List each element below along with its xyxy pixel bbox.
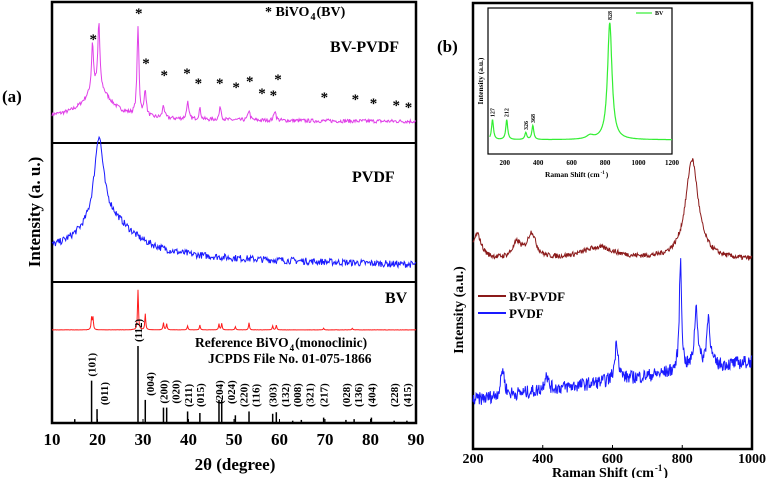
series-pvdf-line [51, 135, 417, 270]
x-axis-label-sup: -1 [655, 463, 663, 473]
inset-x-axis-label-sup: -1 [601, 171, 606, 176]
miller-index-label: (404) [366, 383, 378, 407]
x-tick-label: 200 [463, 452, 484, 467]
series-label-pvdf: PVDF [352, 169, 395, 186]
peak-star-marker: * [321, 90, 329, 106]
series-pvdf-raman-line [472, 258, 753, 405]
series-bv-pvdf-line [51, 23, 416, 125]
peak-star-marker: * [370, 96, 378, 112]
inset-x-tick-label: 1000 [632, 159, 647, 167]
legend-text-bv: (BV) [316, 5, 345, 20]
legend-label-bv-pvdf: BV-PVDF [509, 289, 565, 304]
miller-index-label: (132) [280, 383, 292, 407]
inset-peak-label: 326 [524, 121, 530, 130]
miller-index-label: (204) [214, 380, 226, 404]
miller-index-label: (008) [292, 383, 304, 407]
inset-peak-label: 212 [505, 108, 511, 117]
x-tick-label: 800 [672, 452, 693, 467]
miller-index-label: (020) [171, 379, 183, 403]
miller-index-label: (211) [183, 383, 195, 407]
inset-x-tick-label: 400 [533, 159, 544, 167]
peak-star-marker: * [160, 68, 168, 84]
inset-peak-label: 127 [491, 108, 497, 117]
miller-index-label: (228) [389, 383, 401, 407]
y-axis-label: Intensity (a. u.) [25, 157, 44, 268]
miller-index-label: (028) [341, 383, 353, 407]
inset-frame [487, 7, 673, 155]
inset-x-axis-label: Raman Shift (cm [545, 170, 600, 179]
peak-star-marker: * [216, 76, 224, 92]
series-label-bv: BV [385, 290, 408, 307]
inset-x-axis-label: ) [606, 170, 609, 179]
series-label-bv-pvdf: BV-PVDF [330, 39, 399, 56]
x-tick-label: 600 [602, 452, 623, 467]
x-tick-label: 50 [226, 430, 243, 449]
miller-index-label: (321) [304, 383, 316, 407]
x-tick-label: 70 [317, 430, 334, 449]
peak-star-marker: * [405, 100, 413, 116]
x-tick-label: 1000 [738, 452, 766, 467]
x-tick-label: 10 [44, 430, 61, 449]
x-tick-label: 60 [271, 430, 288, 449]
reference-subscript: 4 [290, 343, 295, 353]
miller-index-label: (024) [226, 380, 238, 404]
x-tick-label: 400 [532, 452, 553, 467]
inset-legend-label: BV [655, 11, 664, 17]
miller-index-label: (303) [268, 383, 280, 407]
inset-x-tick-label: 600 [566, 159, 577, 167]
peak-star-marker: * [135, 6, 143, 22]
x-axis-label-b: Raman Shift (cm [552, 466, 654, 478]
inset-x-tick-label: 200 [499, 159, 510, 167]
peak-star-marker: * [258, 86, 266, 102]
miller-index-label: (200) [158, 379, 170, 403]
miller-index-label: (220) [238, 383, 250, 407]
miller-index-label: (217) [319, 383, 331, 407]
x-tick-label: 30 [135, 430, 152, 449]
miller-index-label: (415) [402, 383, 414, 407]
x-axis-label-b: ) [663, 466, 668, 478]
legend-label-pvdf: PVDF [509, 306, 544, 321]
panel-label-b: (b) [437, 37, 458, 56]
peak-star-marker: * [183, 66, 191, 82]
peak-star-marker: * [270, 88, 278, 104]
miller-index-label: (136) [353, 383, 365, 407]
x-tick-label: 40 [180, 430, 197, 449]
y-axis-label-b: Intensity (a.u.) [452, 266, 467, 354]
miller-index-label: (101) [87, 352, 99, 376]
reference-title: (monoclinic) [295, 335, 367, 350]
reference-file: JCPDS File No. 01-075-1866 [208, 351, 372, 366]
miller-index-label: (112) [133, 318, 145, 342]
miller-index-label: (015) [195, 383, 207, 407]
x-tick-label: 90 [408, 430, 425, 449]
miller-index-label: (004) [145, 372, 157, 396]
panel-label-a: (a) [2, 87, 22, 106]
inset-y-axis-label: Intensity (a.u.) [476, 57, 485, 104]
peak-star-marker: * [352, 92, 360, 108]
peak-star-marker: * [246, 74, 254, 90]
x-axis-label: 2θ (degree) [195, 455, 276, 474]
peak-star-marker: * [89, 32, 97, 48]
series-bv-line [52, 289, 417, 331]
peak-star-marker: * [195, 76, 203, 92]
inset-x-tick-label: 1200 [665, 159, 680, 167]
series-bv-pvdf-raman-line [472, 158, 753, 261]
miller-index-label: (116) [251, 383, 263, 407]
miller-index-label: (011) [99, 382, 111, 406]
inset-peak-label: 828 [608, 11, 614, 20]
reference-title: Reference BiVO [195, 335, 289, 350]
legend-text-bv: * BiVO [265, 5, 310, 20]
legend-subscript: 4 [310, 12, 315, 23]
x-tick-label: 80 [362, 430, 379, 449]
inset-bv-line [489, 22, 672, 141]
inset-peak-label: 368 [531, 114, 537, 123]
x-tick-label: 20 [89, 430, 106, 449]
peak-star-marker: * [393, 98, 401, 114]
peak-star-marker: * [142, 56, 150, 72]
inset-x-tick-label: 800 [600, 159, 611, 167]
peak-star-marker: * [274, 72, 282, 88]
peak-star-marker: * [232, 80, 240, 96]
